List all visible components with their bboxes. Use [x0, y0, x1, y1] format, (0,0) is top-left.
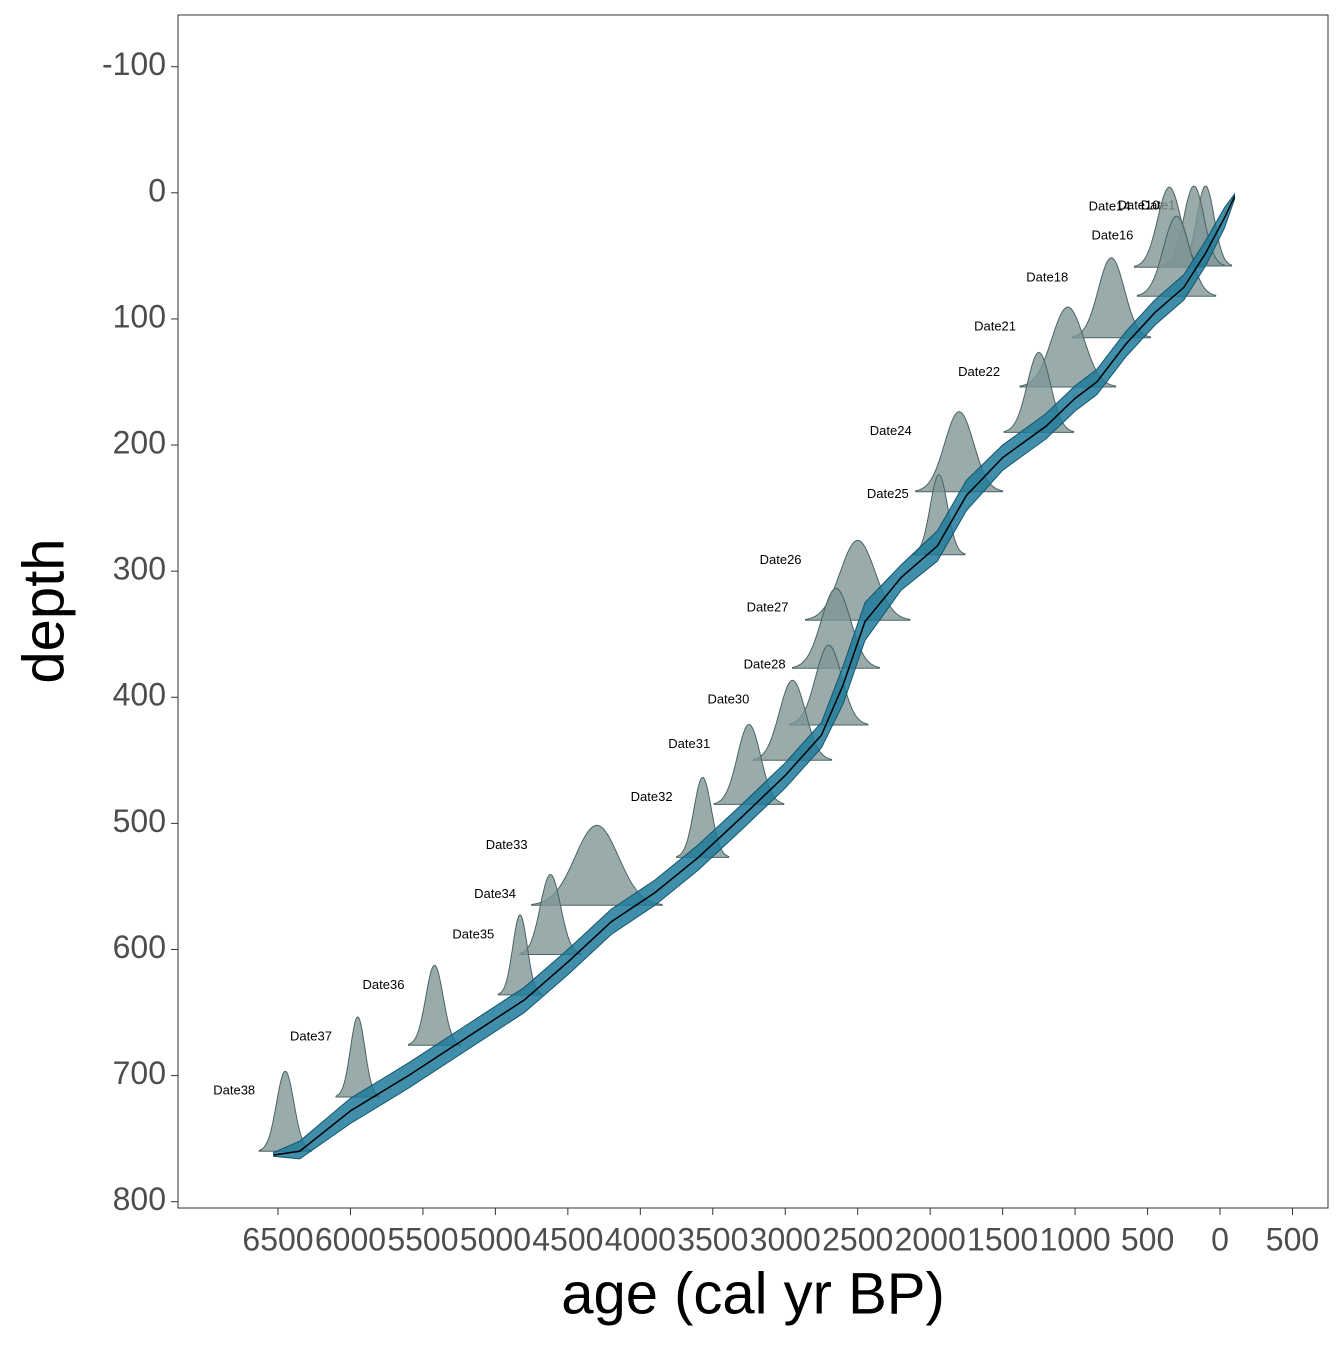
y-tick-label: 700: [113, 1055, 166, 1091]
date-label: Date26: [760, 552, 802, 567]
date-label: Date16: [1091, 228, 1133, 243]
model-mean: [273, 196, 1236, 1156]
x-tick-label: 2500: [822, 1221, 893, 1257]
date-label: Date35: [452, 926, 494, 941]
x-tick-label: 5000: [460, 1221, 531, 1257]
x-tick-label: 3500: [677, 1221, 748, 1257]
y-tick-label: 500: [113, 803, 166, 839]
date-label: Date22: [958, 364, 1000, 379]
date-label: Date21: [974, 318, 1016, 333]
date-label: Date31: [668, 736, 710, 751]
x-tick-label: 2000: [895, 1221, 966, 1257]
y-tick-label: 800: [113, 1181, 166, 1217]
x-tick-label: 6000: [315, 1221, 386, 1257]
y-tick-label: 200: [113, 424, 166, 460]
y-axis-title: depth: [11, 538, 76, 683]
y-tick-label: 400: [113, 677, 166, 713]
x-tick-label: 1000: [1040, 1221, 1111, 1257]
date-label: Date28: [744, 656, 786, 671]
y-tick-label: -100: [102, 46, 166, 82]
date-label: Date34: [474, 886, 516, 901]
date-label: Date18: [1026, 269, 1068, 284]
x-tick-label: 6500: [242, 1221, 313, 1257]
y-tick-label: 100: [113, 298, 166, 334]
y-tick-label: 300: [113, 551, 166, 587]
date-label: Date14: [1089, 199, 1131, 214]
date-label: Date33: [486, 837, 528, 852]
x-tick-label: 4500: [532, 1221, 603, 1257]
date-label: Date24: [870, 423, 912, 438]
x-tick-label: 3000: [750, 1221, 821, 1257]
date-label: Date37: [290, 1028, 332, 1043]
date-label: Date27: [747, 600, 789, 615]
date-label: Date30: [707, 692, 749, 707]
x-tick-label: 5500: [387, 1221, 458, 1257]
y-tick-label: 600: [113, 929, 166, 965]
plot-panel: [177, 14, 1329, 1209]
x-tick-label: 500: [1121, 1221, 1174, 1257]
date-distribution: [519, 873, 582, 955]
y-tick-label: 0: [148, 172, 166, 208]
x-tick-label: 0: [1211, 1221, 1229, 1257]
x-axis-title: age (cal yr BP): [561, 1261, 945, 1326]
model-range: [273, 192, 1236, 1160]
x-tick-label: 4000: [605, 1221, 676, 1257]
date-label: Date10: [1118, 197, 1160, 212]
date-label: Date38: [213, 1083, 255, 1098]
x-tick-label: 500: [1266, 1221, 1319, 1257]
date-label: Date25: [867, 486, 909, 501]
date-label: Date36: [363, 977, 405, 992]
date-label: Date32: [631, 789, 673, 804]
x-tick-label: 1500: [967, 1221, 1038, 1257]
